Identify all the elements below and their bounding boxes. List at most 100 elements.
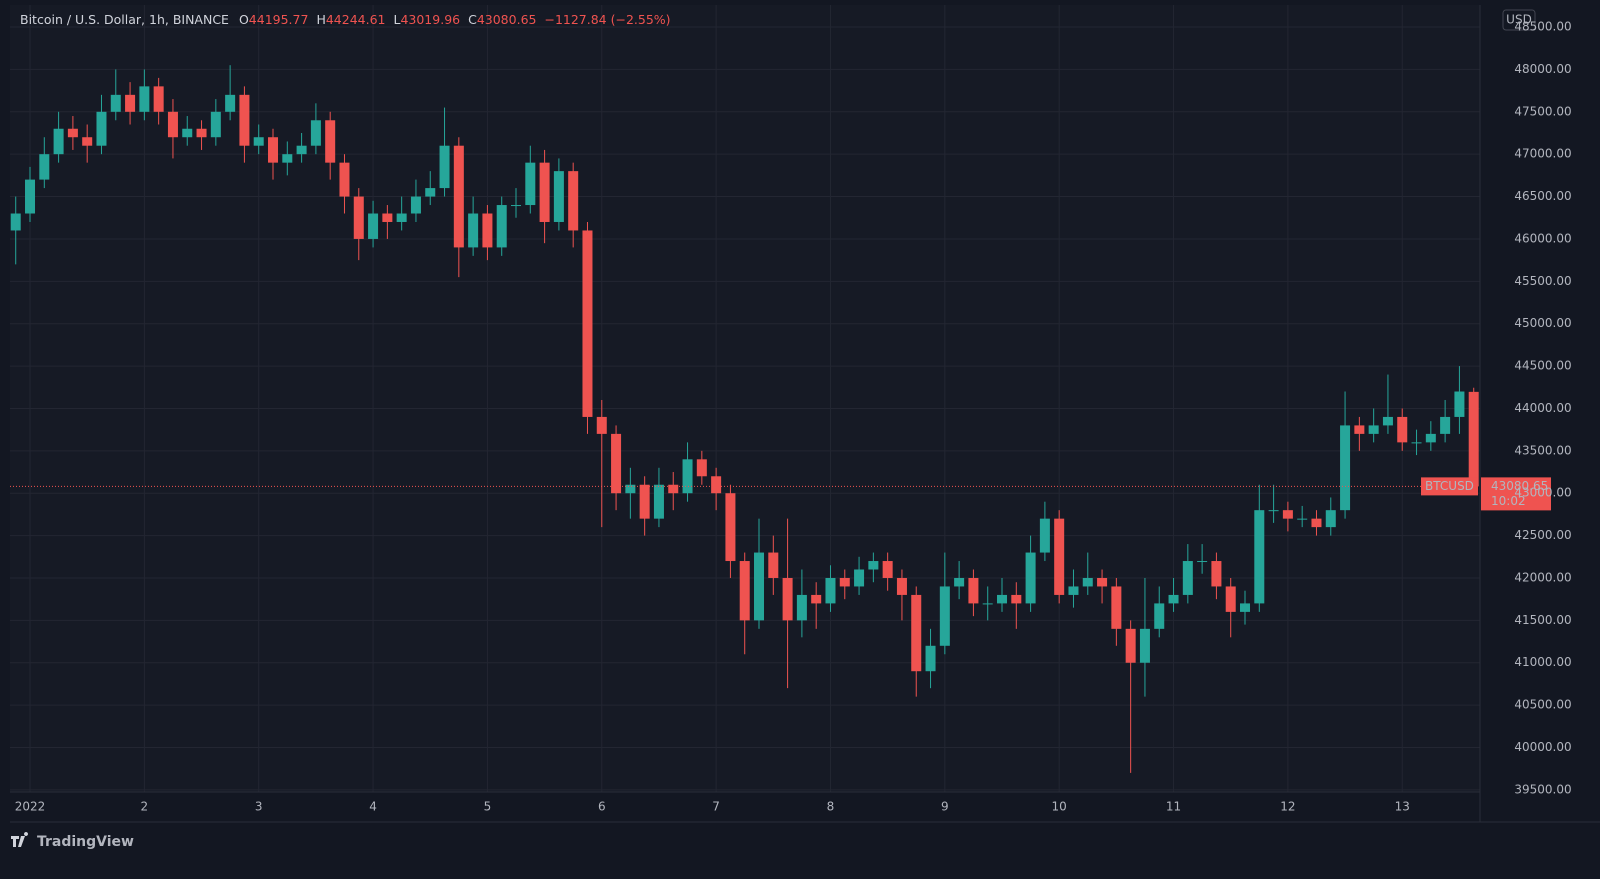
candle-body <box>1411 442 1422 444</box>
y-tick-label: 41000.00 <box>1514 655 1571 669</box>
candle-body <box>1011 594 1022 604</box>
candle-body <box>182 128 193 138</box>
candle-body <box>1168 594 1179 604</box>
legend-value: 43019.96 <box>400 12 460 27</box>
candle-body <box>782 577 793 621</box>
candle-body <box>1211 561 1222 587</box>
candle-body <box>682 459 693 494</box>
brand[interactable]: TradingView <box>11 832 134 850</box>
candle-body <box>968 577 979 604</box>
candle-body <box>1240 603 1251 612</box>
candle-body <box>982 603 993 605</box>
candle-body <box>368 213 379 239</box>
candle-body <box>653 484 664 519</box>
x-tick-label: 2022 <box>15 800 46 814</box>
candle-body <box>811 594 822 604</box>
x-tick-label: 2 <box>141 800 149 814</box>
candle-body <box>582 230 593 417</box>
candle-body <box>382 213 393 222</box>
candle-body <box>468 213 479 248</box>
y-tick-label: 44000.00 <box>1514 401 1571 415</box>
y-tick-label: 46500.00 <box>1514 189 1571 203</box>
candle-body <box>1425 433 1436 443</box>
candle-body <box>225 94 236 112</box>
currency-badge[interactable]: USD <box>1502 9 1536 31</box>
candle-body <box>1182 561 1193 595</box>
brand-logo[interactable] <box>11 832 29 847</box>
candle-body <box>1297 518 1308 520</box>
y-tick-label: 45500.00 <box>1514 274 1571 288</box>
x-tick-label: 8 <box>827 800 835 814</box>
candle-body <box>568 171 579 231</box>
candle-body <box>639 484 650 519</box>
candle-body <box>511 205 522 207</box>
plot-area <box>10 5 1480 792</box>
candle-body <box>596 416 607 434</box>
currency-box[interactable] <box>1502 9 1536 31</box>
candle-body <box>925 645 936 672</box>
candle-body <box>1125 628 1136 663</box>
y-tick-label: 40000.00 <box>1514 740 1571 754</box>
y-tick-label: 48500.00 <box>1514 20 1571 34</box>
brand-name[interactable]: TradingView <box>37 834 134 850</box>
candle-body <box>1139 628 1150 663</box>
candle-body <box>153 86 164 112</box>
candle-body <box>868 561 879 570</box>
candle-body <box>711 476 722 494</box>
candle-body <box>1397 416 1408 443</box>
candle-body <box>10 213 21 231</box>
candle-body <box>1154 603 1165 629</box>
candle-body <box>1111 586 1122 629</box>
candle-body <box>353 196 364 239</box>
candle-body <box>796 594 807 621</box>
candle-body <box>696 459 707 477</box>
legend-label: C <box>468 12 477 27</box>
candle-body <box>1225 586 1236 612</box>
legend-value: 44244.61 <box>326 12 386 27</box>
y-tick-label: 47000.00 <box>1514 147 1571 161</box>
grid <box>10 5 1480 792</box>
candle-body <box>296 145 307 155</box>
candle-body <box>167 111 178 138</box>
symbol-badge <box>1421 477 1478 496</box>
candle-body <box>997 594 1008 604</box>
symbol-badge-label: BTCUSD <box>1425 479 1474 493</box>
legend-label: O <box>239 12 249 27</box>
candle-body <box>496 205 507 248</box>
legend-value: 44195.77 <box>249 12 309 27</box>
candle-body <box>325 120 336 163</box>
currency-label[interactable]: USD <box>1506 13 1532 27</box>
candle-body <box>1097 577 1108 587</box>
candle-body <box>268 137 279 163</box>
candle-body <box>768 552 779 578</box>
x-tick-label: 9 <box>941 800 949 814</box>
x-tick-label: 5 <box>484 800 492 814</box>
candle-body <box>53 128 64 155</box>
candle-body <box>754 552 765 621</box>
x-tick-label: 10 <box>1052 800 1067 814</box>
x-tick-label: 11 <box>1166 800 1181 814</box>
candle-body <box>1454 391 1465 417</box>
candle-body <box>939 586 950 646</box>
candle-body <box>1311 518 1322 528</box>
candle-body <box>96 111 107 146</box>
candle-body <box>1468 391 1479 487</box>
candle-body <box>239 94 250 146</box>
last-price-label: 43080.65 <box>1491 479 1548 493</box>
y-tick-label: 47500.00 <box>1514 104 1571 118</box>
candle-body <box>954 577 965 587</box>
candle-body <box>539 162 550 222</box>
y-tick-label: 45000.00 <box>1514 316 1571 330</box>
candle-body <box>854 569 865 587</box>
candle-body <box>1368 425 1379 434</box>
candle-body <box>410 196 421 214</box>
candle-body <box>196 128 207 138</box>
y-tick-label: 40500.00 <box>1514 698 1571 712</box>
y-tick-label: 43500.00 <box>1514 443 1571 457</box>
legend-label: H <box>316 12 325 27</box>
y-tick-label: 44500.00 <box>1514 359 1571 373</box>
candle-body <box>1354 425 1365 434</box>
candle-body <box>396 213 407 222</box>
